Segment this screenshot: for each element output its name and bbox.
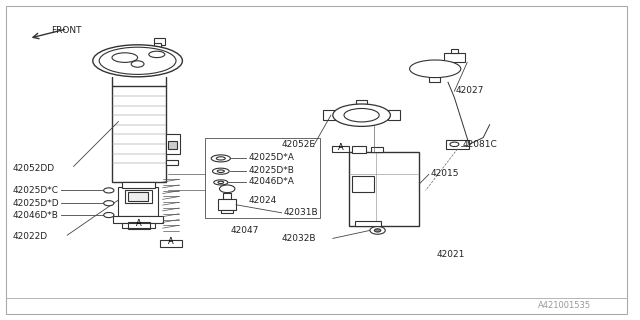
Bar — [128, 192, 148, 201]
Bar — [154, 38, 165, 45]
Bar — [218, 199, 236, 210]
Ellipse shape — [217, 170, 225, 172]
Ellipse shape — [93, 45, 182, 77]
Circle shape — [374, 229, 381, 232]
Circle shape — [104, 212, 114, 218]
Ellipse shape — [218, 181, 224, 184]
Ellipse shape — [216, 157, 225, 160]
Bar — [113, 216, 163, 223]
Bar — [122, 182, 155, 188]
Text: 42081C: 42081C — [462, 140, 497, 149]
Bar — [112, 86, 166, 182]
Bar — [166, 134, 180, 154]
Bar — [451, 49, 458, 53]
Bar — [352, 146, 366, 153]
Ellipse shape — [344, 108, 379, 122]
Bar — [125, 190, 152, 203]
Circle shape — [450, 142, 459, 147]
Bar — [118, 187, 158, 216]
Text: 42025D*B: 42025D*B — [248, 166, 294, 175]
Bar — [356, 100, 367, 104]
Bar — [323, 110, 335, 120]
Text: 42047: 42047 — [230, 226, 259, 235]
Text: 42046D*A: 42046D*A — [248, 177, 294, 186]
Ellipse shape — [410, 60, 461, 78]
Text: A421001535: A421001535 — [538, 301, 591, 310]
Bar — [223, 193, 231, 199]
Bar — [355, 221, 381, 226]
Bar — [205, 138, 320, 218]
Bar — [122, 223, 155, 228]
Text: A: A — [136, 220, 141, 228]
Bar — [154, 43, 161, 47]
Circle shape — [104, 188, 114, 193]
Text: 42025D*A: 42025D*A — [248, 153, 294, 162]
Text: A: A — [168, 237, 173, 246]
Bar — [388, 110, 400, 120]
Text: 42046D*B: 42046D*B — [13, 211, 59, 220]
Circle shape — [104, 201, 114, 206]
Text: FRONT: FRONT — [51, 26, 82, 35]
Bar — [446, 140, 469, 149]
Bar — [444, 53, 465, 62]
Text: 42052E: 42052E — [282, 140, 316, 149]
Bar — [166, 160, 178, 165]
Circle shape — [370, 227, 385, 234]
Bar — [332, 146, 349, 152]
Text: 42024: 42024 — [248, 196, 276, 204]
Text: 42025D*C: 42025D*C — [13, 186, 59, 195]
Circle shape — [220, 185, 235, 193]
Bar — [371, 147, 383, 152]
Bar — [168, 141, 177, 149]
Bar — [128, 222, 150, 229]
Text: A: A — [338, 143, 343, 152]
Text: 42015: 42015 — [430, 169, 459, 178]
Circle shape — [131, 61, 144, 67]
Ellipse shape — [333, 104, 390, 126]
Bar — [429, 75, 440, 82]
Text: 42031B: 42031B — [284, 208, 318, 217]
Text: 42052DD: 42052DD — [13, 164, 55, 172]
Text: 42027: 42027 — [456, 86, 484, 95]
Bar — [160, 240, 182, 247]
Text: 42022D: 42022D — [13, 232, 48, 241]
Text: 42025D*D: 42025D*D — [13, 199, 60, 208]
Text: 42032B: 42032B — [282, 234, 316, 243]
Text: 42021: 42021 — [436, 250, 465, 259]
Bar — [221, 210, 233, 213]
Bar — [349, 152, 419, 226]
Bar — [352, 176, 374, 192]
